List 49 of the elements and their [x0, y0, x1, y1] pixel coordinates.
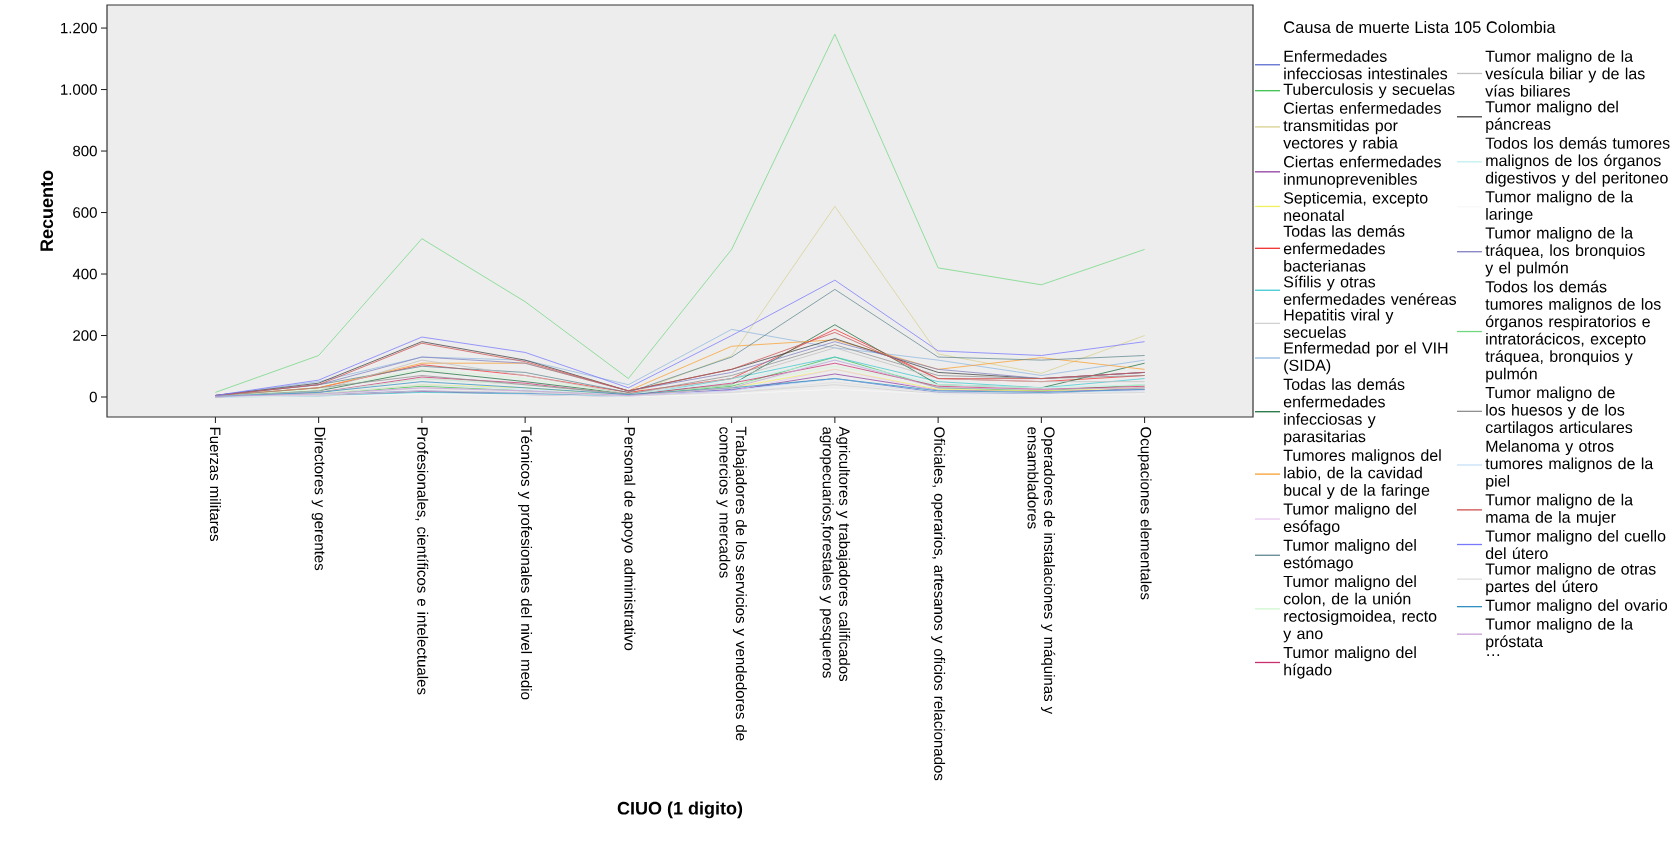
x-tick-label: Agricultores y trabajadores calificados agropecuarios,forestales y pesqueros: [819, 426, 851, 682]
legend-label: Tumor maligno del cuello del útero: [1485, 529, 1666, 560]
x-tick-label: Personal de apoyo administrativo: [621, 427, 636, 651]
legend-label: Tumor maligno de la laringe: [1485, 190, 1634, 223]
legend-label: Ciertas enfermedades transmitidas por vectores y rabia: [1283, 102, 1441, 152]
legend-label: Tumor maligno de la tráquea, los bronquios y el pulmón: [1485, 226, 1645, 277]
x-tick-label: Operadores de instalaciones y máquinas y ensambladores: [1027, 427, 1056, 715]
x-tick-label: Profesionales, científicos e intelectuales: [415, 427, 429, 695]
legend-label: Tumor maligno de la próstata: [1485, 618, 1634, 651]
legend-label: Septicemia, excepto neonatal: [1283, 191, 1428, 222]
y-tick-label: 200: [73, 330, 97, 341]
x-tick-label: Trabajadores de los servicios y vendedores de comercios y mercados: [716, 426, 747, 741]
x-axis-title: CIUO (1 digito): [617, 801, 743, 819]
y-axis-title: Recuento: [40, 170, 54, 251]
legend-label: Todos los demás tumores malignos de los órganos digestivos y del peritoneo: [1485, 136, 1670, 187]
legend-label: Tumor maligno del ovario: [1485, 599, 1668, 615]
y-tick-label: 0: [89, 391, 97, 403]
legend-label: Todas las demás enfermedades infecciosas y parasitarias: [1283, 378, 1405, 446]
legend-label: Enfermedad por el VIH (SIDA): [1284, 341, 1448, 375]
y-tick-label: 1.000: [61, 84, 97, 95]
legend-label: Tumor maligno del esófago: [1283, 502, 1416, 536]
x-tick-label: Directores y gerentes: [311, 427, 326, 571]
text: …: [1487, 654, 1500, 656]
legend-label: Tumores malignos del labio, de la cavidad bucal y de la faringe: [1283, 449, 1441, 499]
x-tick-label: Fuerzas militares: [209, 427, 221, 541]
legend-label: Sífilis y otras enfermedades venéreas: [1283, 275, 1457, 305]
x-tick-label: Oficiales, operarios, artesanos y oficios relacionados: [931, 427, 946, 781]
legend-label: Tumor maligno de la mama de la mujer: [1485, 493, 1634, 527]
y-tick-label: 800: [73, 145, 97, 157]
legend-label: Tumor maligno del colon, de la unión rectosigmoidea, recto y ano: [1283, 575, 1437, 643]
y-tick-label: 1.200: [61, 22, 97, 34]
legend-label: Tumor maligno del hígado: [1283, 646, 1416, 679]
x-tick-label: Técnicos y profesionales del nivel medio: [518, 426, 533, 700]
legend-label: Tumor maligno de los huesos y de los cartilagos articulares: [1485, 386, 1633, 437]
legend-label: Ciertas enfermedades inmunoprevenibles: [1284, 155, 1441, 188]
legend-label: Tumor maligno del páncreas: [1485, 100, 1618, 133]
y-tick-label: 600: [73, 207, 97, 218]
legend-label: Melanoma y otros tumores malignos de la piel: [1485, 440, 1654, 490]
legend-label: Todos los demás tumores malignos de los órganos respiratorios e intratorácicos, excepto tráquea, bronquios y pulmón: [1485, 280, 1661, 383]
legend-label: Todas las demás enfermedades bacterianas: [1283, 224, 1405, 272]
legend-label: Hepatitis viral y secuelas: [1283, 308, 1394, 338]
legend-label: Tumor maligno del estómago: [1283, 539, 1416, 572]
legend-label: Tumor maligno de la vesícula biliar y de las vías biliares: [1485, 50, 1645, 97]
legend-label: Tuberculosis y secuelas: [1283, 83, 1455, 99]
legend-label: Tumor maligno de otras partes del útero: [1485, 562, 1656, 596]
legend-label: Enfermedades infecciosas intestinales: [1284, 50, 1448, 80]
x-tick-label: Ocupaciones elementales: [1137, 427, 1152, 600]
y-tick-label: 400: [72, 268, 97, 280]
legend-title: Causa de muerte Lista 105 Colombia: [1284, 20, 1556, 34]
